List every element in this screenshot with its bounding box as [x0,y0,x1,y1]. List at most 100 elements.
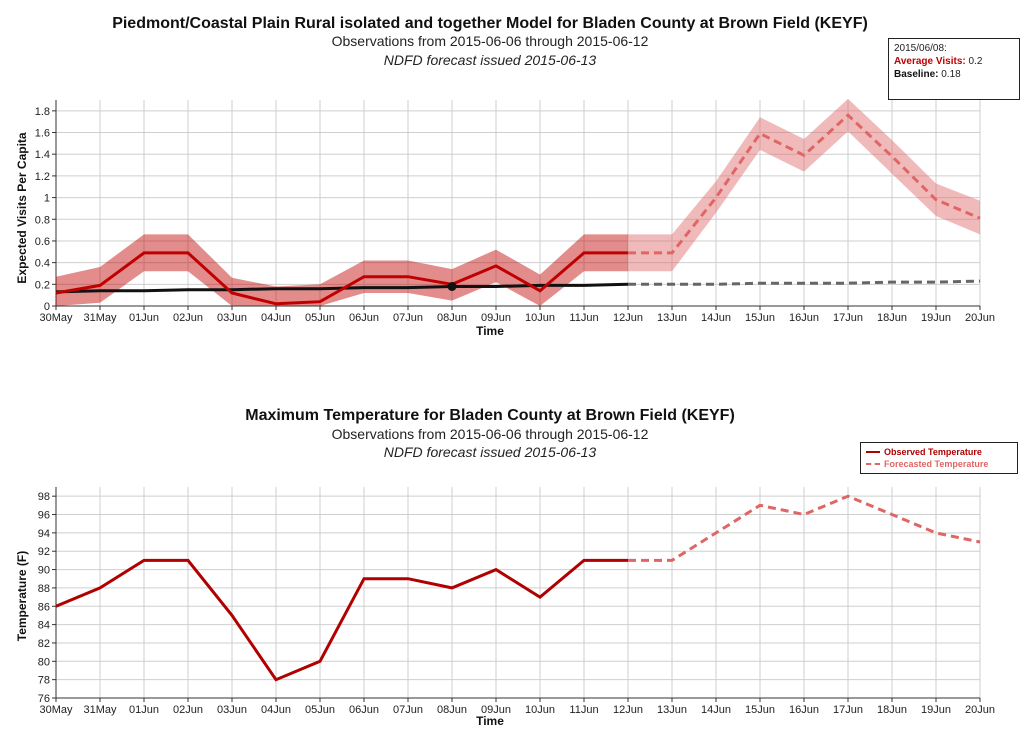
tooltip-average-label: Average Visits: [894,56,966,67]
legend-item-forecast[interactable]: Forecasted Temperature [866,458,1012,470]
chart2-legend[interactable]: Observed Temperature Forecasted Temperat… [860,442,1018,474]
chart1-x-tick-label: 31May [83,312,117,324]
chart2-y-tick-label: 92 [38,546,50,558]
chart2-y-axis-label: Temperature (F) [15,551,29,641]
chart2-forecast-note: NDFD forecast issued 2015-06-13 [384,444,597,460]
chart1-x-tick-label: 15Jun [745,312,775,324]
legend-swatch-observed [866,451,880,453]
chart2-x-tick-label: 11Jun [569,704,598,716]
chart2-x-tick-label: 10Jun [525,704,555,716]
chart2-x-tick-label: 05Jun [305,704,335,716]
chart2-y-tick-label: 88 [38,583,50,595]
chart2-y-tick-label: 98 [38,491,50,503]
chart1-y-tick-label: 0.2 [35,279,50,291]
observed-temperature-line [55,558,628,682]
legend-item-observed[interactable]: Observed Temperature [866,446,1012,458]
chart2-x-tick-label: 15Jun [745,704,775,716]
chart1-y-tick-label: 1.8 [35,106,50,118]
tooltip-average-value: 0.2 [968,56,983,67]
chart1-y-tick-label: 1 [44,193,50,205]
chart1-y-tick-label: 0.4 [35,258,50,270]
chart2-x-tick-label: 30May [39,704,73,716]
chart1-x-tick-label: 02Jun [173,312,203,324]
chart2-grid [52,487,981,702]
legend-label-observed: Observed Temperature [884,447,982,457]
chart2-x-tick-label: 01Jun [129,704,159,716]
chart1-bands [56,98,980,306]
chart2-x-tick-label: 04Jun [261,704,291,716]
tooltip-baseline-value: 0.18 [941,69,961,80]
chart1-x-tick-label: 08Jun [437,312,467,324]
chart1-x-tick-label: 16Jun [789,312,819,324]
chart1-x-tick-label: 12Jun [613,312,643,324]
tooltip-date: 2015/06/08: [894,43,947,54]
chart1-x-tick-label: 10Jun [525,312,555,324]
chart1-x-tick-label: 06Jun [349,312,379,324]
observed-visits-band [56,234,628,306]
chart1-y-tick-label: 1.6 [35,128,50,140]
chart2-y-tick-label: 86 [38,601,50,613]
chart1-x-tick-label: 20Jun [965,312,995,324]
forecast-visits-line [628,113,981,255]
tooltip-average-row: Average Visits: 0.2 [894,55,1014,68]
chart2-x-tick-label: 16Jun [789,704,819,716]
chart2-x-tick-label: 03Jun [217,704,247,716]
chart2-y-ticks: 76 78 80 82 84 86 88 90 92 94 96 98 [38,491,50,705]
chart2-x-tick-label: 19Jun [921,704,951,716]
chart1-lines [55,113,981,306]
chart1-x-tick-label: 04Jun [261,312,291,324]
chart1-x-tick-label: 03Jun [217,312,247,324]
tooltip-baseline-row: Baseline: 0.18 [894,68,1014,81]
chart2-x-tick-label: 18Jun [877,704,907,716]
chart2-title: Maximum Temperature for Bladen County at… [245,407,735,424]
chart1-y-axis-label: Expected Visits Per Capita [15,132,29,284]
legend-label-forecast: Forecasted Temperature [884,459,989,469]
chart2-lines [55,494,981,682]
chart1-x-tick-label: 19Jun [921,312,951,324]
forecast-temperature-line [628,494,981,562]
chart2-y-tick-label: 78 [38,675,50,687]
chart2-x-tick-label: 08Jun [437,704,467,716]
chart1-x-tick-label: 11Jun [569,312,598,324]
tooltip-baseline-label: Baseline: [894,69,939,80]
chart2-x-tick-label: 31May [83,704,117,716]
chart1-subtitle: Observations from 2015-06-06 through 201… [332,33,649,49]
chart2-x-tick-label: 09Jun [481,704,511,716]
chart1-x-tick-label: 07Jun [393,312,423,324]
chart1-y-ticks: 0 0.2 0.4 0.6 0.8 1 1.2 1.4 1.6 1.8 [35,106,50,313]
chart2-x-tick-label: 02Jun [173,704,203,716]
chart2-x-tick-label: 14Jun [701,704,731,716]
chart2-x-tick-label: 17Jun [833,704,863,716]
observed-visits-line [55,251,628,306]
chart1-x-tick-label: 09Jun [481,312,511,324]
chart1-title: Piedmont/Coastal Plain Rural isolated an… [112,15,868,32]
chart1-x-axis-label: Time [476,324,504,338]
legend-swatch-forecast [866,463,880,465]
chart2-y-tick-label: 76 [38,693,50,705]
chart1-x-tick-label: 18Jun [877,312,907,324]
chart2-subtitle: Observations from 2015-06-06 through 201… [332,426,649,442]
chart2-x-tick-label: 06Jun [349,704,379,716]
chart2-y-tick-label: 82 [38,638,50,650]
chart2-y-tick-label: 84 [38,620,50,632]
chart1-forecast-note: NDFD forecast issued 2015-06-13 [384,52,597,68]
chart2-x-axis-label: Time [476,714,504,728]
chart1-x-tick-label: 14Jun [701,312,731,324]
forecast-visits-band [628,98,980,272]
chart1-tooltip: 2015/06/08: Average Visits: 0.2 Baseline… [888,38,1020,100]
chart1-x-tick-label: 30May [39,312,73,324]
highlight-point[interactable] [447,281,457,291]
chart1-y-tick-label: 0 [44,301,50,313]
chart1-y-tick-label: 1.2 [35,171,50,183]
chart1-y-tick-label: 0.8 [35,214,50,226]
chart1-y-tick-label: 1.4 [35,149,50,161]
chart1-x-ticks: 30May 31May 01Jun 02Jun 03Jun 04Jun 05Jun 06Jun… [39,312,995,324]
chart1-x-tick-label: 17Jun [833,312,863,324]
chart2-x-tick-label: 07Jun [393,704,423,716]
chart1-x-tick-label: 05Jun [305,312,335,324]
baseline-forecast-line [628,279,981,286]
chart2-x-ticks: 30May 31May 01Jun 02Jun 03Jun 04Jun 05Jun 06Jun… [39,704,995,716]
chart2-x-tick-label: 13Jun [657,704,687,716]
chart1-x-tick-label: 01Jun [129,312,159,324]
